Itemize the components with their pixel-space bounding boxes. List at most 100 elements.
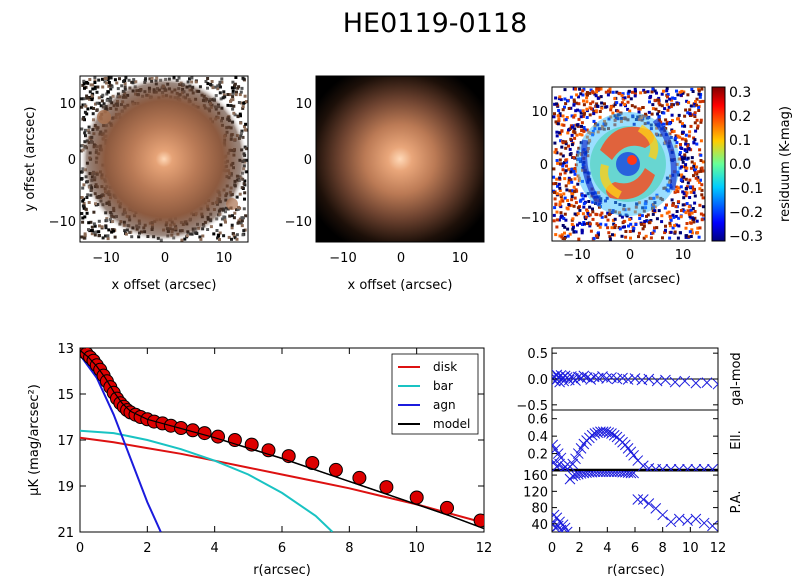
cross-point [617, 471, 628, 478]
cross-point [606, 471, 617, 478]
cross-point [628, 471, 639, 479]
cross-point [555, 452, 567, 464]
data-point [211, 429, 225, 444]
cross-point [632, 494, 644, 505]
model-xtick-2: 0 [397, 251, 405, 266]
colorbar-tick: 0.2 [729, 109, 751, 125]
cross-point [707, 520, 718, 532]
profile-xtick: 4 [211, 541, 219, 556]
ell-ylabel: Ell. [729, 430, 744, 450]
legend-label-bar: bar [433, 379, 453, 393]
cross-point [712, 378, 718, 390]
profile-xtick: 8 [345, 541, 353, 556]
residual-pattern [576, 112, 680, 216]
profile-xtick: 12 [476, 541, 493, 556]
cross-point [589, 471, 601, 478]
image-ytick-2: 0 [68, 153, 76, 168]
profile-ytick: 17 [57, 434, 74, 449]
cross-point [606, 428, 617, 439]
cross-point [665, 463, 677, 471]
residual-ytick-2: 0 [540, 158, 548, 173]
legend-label-agn: agn [433, 398, 456, 412]
pa-xlabel: r(arcsec) [607, 563, 665, 578]
model-xlabel: x offset (arcsec) [348, 278, 453, 293]
cross-point [669, 376, 681, 388]
image-xtick-3: 10 [216, 251, 233, 266]
stack-ytick: 160 [523, 469, 548, 484]
stack-xtick: 0 [548, 541, 556, 556]
stack-xtick: 10 [682, 541, 699, 556]
colorbar-tick: 0.1 [729, 133, 751, 149]
image-xtick-1: −10 [92, 251, 119, 266]
cross-point [665, 516, 677, 528]
image-xtick-2: 0 [161, 251, 169, 266]
profile-ytick: 19 [57, 480, 74, 495]
legend-label-disk: disk [433, 360, 457, 374]
cross-point [637, 460, 649, 471]
stack-xtick: 8 [659, 541, 667, 556]
cross-point [637, 494, 649, 505]
figure-title: HE0119-0118 [343, 8, 528, 39]
cross-point [588, 371, 600, 383]
profile-legend: disk bar agn model [391, 353, 479, 435]
profile-xlabel: r(arcsec) [253, 563, 311, 578]
cross-point [567, 458, 579, 470]
cross-point [595, 471, 606, 478]
stack-ytick: 120 [523, 485, 548, 500]
cross-point [636, 374, 648, 386]
model-ytick-1: 10 [295, 97, 312, 112]
cross-point [628, 449, 639, 461]
profile-xtick: 2 [143, 541, 151, 556]
cross-point [611, 471, 623, 478]
colorbar-tick: 0.3 [729, 85, 751, 101]
data-point [328, 462, 343, 477]
data-point [352, 470, 367, 485]
cross-point [561, 526, 573, 532]
model-xtick-3: 10 [452, 251, 469, 266]
stack-ytick: 0.4 [527, 430, 548, 445]
cross-point [701, 377, 713, 388]
cross-point [595, 426, 606, 438]
cross-point [597, 471, 609, 478]
cross-point [622, 471, 634, 478]
residual-ytick-1: 10 [531, 105, 548, 120]
colorbar-tick: 0.0 [729, 157, 751, 173]
residual-noise [552, 87, 705, 241]
stack-xtick: 12 [710, 541, 727, 556]
cross-point [581, 471, 592, 478]
cross-point [679, 375, 691, 387]
cross-point [698, 463, 710, 471]
cross-point [657, 463, 669, 471]
cross-point [660, 374, 671, 386]
profile-xtick: 6 [278, 541, 286, 556]
pa-ylabel: P.A. [729, 491, 744, 514]
stack-xtick: 2 [576, 541, 584, 556]
stack-ytick: 0.0 [527, 373, 548, 388]
cross-point [586, 471, 598, 478]
profile-xtick: 10 [408, 541, 425, 556]
image-panel: 10 0 −10 −10 0 10 x offset (arcsec) y of… [23, 75, 249, 293]
cross-point [557, 519, 569, 531]
cross-point [592, 372, 604, 384]
stack-ytick: 0.6 [527, 413, 548, 428]
cross-point [707, 463, 718, 471]
profile-chart: 0 2 4 6 8 10 12 13 15 17 19 21 r(arcsec) μK (mag/ar… [27, 342, 492, 578]
legend-label-model: model [433, 417, 470, 431]
cross-point [603, 471, 615, 478]
colorbar [711, 86, 726, 242]
cross-point [643, 373, 655, 385]
image-ylabel: y offset (arcsec) [23, 107, 38, 212]
cross-point [603, 427, 615, 439]
cross-point [555, 370, 567, 381]
model-xtick-1: −10 [329, 251, 356, 266]
cross-point [608, 429, 620, 441]
model-panel: 10 0 −10 −10 0 10 x offset (arcsec) [285, 75, 485, 293]
colorbar-label: residuum (K-mag) [778, 106, 793, 222]
cross-point [698, 517, 710, 529]
cross-point [614, 471, 626, 478]
model-ytick-3: −10 [285, 215, 312, 230]
cross-point [690, 513, 702, 525]
cross-point [601, 373, 612, 384]
cross-point [682, 463, 693, 471]
